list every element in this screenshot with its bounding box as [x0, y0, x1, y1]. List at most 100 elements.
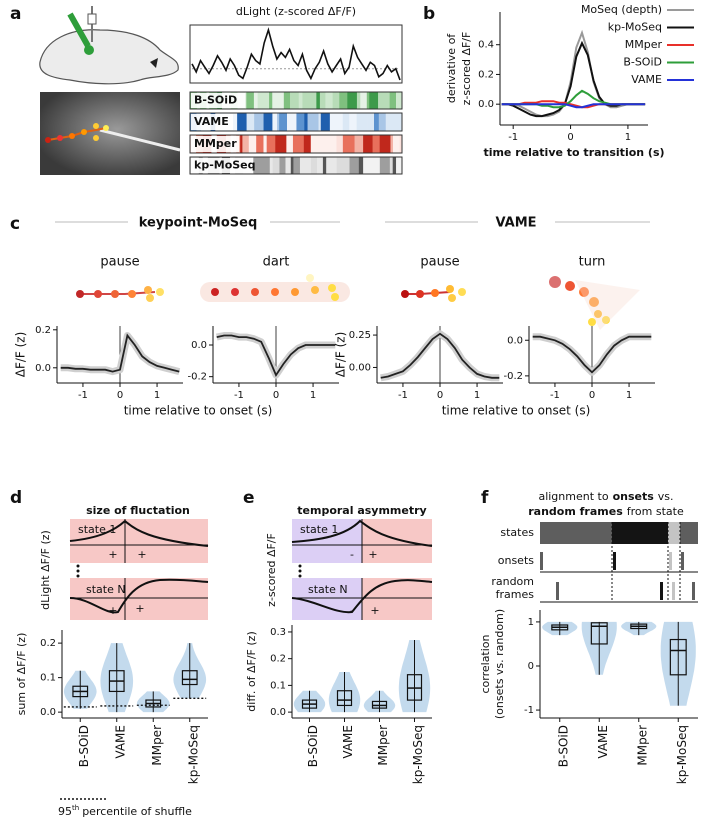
x-tick-label: MMper [635, 725, 649, 766]
ethogram-segment [269, 92, 273, 109]
ethogram-segment [319, 92, 326, 109]
x-tick-label: VAME [113, 725, 127, 759]
x-tick-label: 1 [474, 390, 480, 401]
ethogram-segment [336, 157, 345, 174]
ethogram-segment [272, 92, 285, 109]
ethogram-segment [290, 92, 300, 109]
ethogram-segment [374, 113, 380, 131]
legend-text: th [72, 804, 79, 812]
y-axis-label: diff. of ΔF/F (z) [245, 631, 258, 711]
ethogram-segment [378, 92, 390, 109]
legend-text: 95 [58, 805, 72, 818]
ethogram-frame [189, 134, 403, 154]
ethogram-segment [339, 92, 348, 109]
ethogram-segment [379, 135, 391, 153]
sign: + [135, 602, 144, 615]
x-tick-label: MMper [150, 725, 164, 766]
y-axis-label: derivative of [445, 33, 458, 103]
x-tick-label: -1 [234, 390, 244, 401]
ethogram-segment [302, 92, 310, 109]
x-tick-label: 0 [117, 390, 123, 401]
box [590, 622, 608, 645]
label-box [191, 93, 245, 108]
ethogram-segment [332, 92, 340, 109]
x-tick-label: VAME [596, 725, 610, 759]
ethogram-segment [246, 92, 255, 109]
ethogram-segment [374, 157, 381, 174]
y-axis-label: z-scored ΔF/F [460, 32, 473, 106]
schematic [540, 522, 698, 603]
ethogram-segment [396, 92, 403, 109]
legend-label: MMper [625, 38, 663, 51]
sign: + [370, 604, 379, 617]
ethogram-segment [358, 157, 364, 174]
y-axis-label: z-scored ΔF/F [265, 533, 278, 607]
label-box [191, 114, 233, 130]
group-title: VAME [495, 216, 536, 231]
x-tick-label: B-SOiD [306, 725, 320, 767]
row-label: onsets [498, 554, 535, 567]
sign: + [137, 548, 146, 561]
x-tick-label: 0 [273, 390, 279, 401]
state-label: state N [86, 583, 126, 596]
trace-title: dLight (z-scored ΔF/F) [236, 5, 356, 18]
row-label: frames [496, 588, 535, 601]
ethogram-segment [303, 135, 312, 153]
y-tick-label: 0.0 [40, 707, 56, 718]
x-tick-label: 1 [154, 390, 160, 401]
y-tick-label: -0.2 [187, 372, 207, 383]
y-tick-label: 0.0 [507, 335, 523, 346]
ethogram-segment [283, 92, 291, 109]
ethograms: B-SOiD VAME MMper kp-MoSeq [189, 91, 403, 175]
ethogram-segment [296, 113, 305, 131]
chart-title: pause [100, 255, 139, 270]
x-tick-label: -1 [550, 390, 560, 401]
ethogram-segment [257, 92, 270, 109]
legend-label: VAME [631, 73, 662, 86]
ethogram-segment [395, 113, 400, 131]
title-part: vs. [658, 490, 674, 503]
ethogram-frame [189, 112, 403, 132]
chart-title: dart [263, 255, 290, 270]
ethogram-segment [310, 135, 321, 153]
box [181, 670, 198, 686]
x-tick-label: VAME [341, 725, 355, 759]
ethogram-segment [318, 113, 322, 131]
ethogram-segment [246, 113, 255, 131]
x-tick-label: kp-MoSeq [186, 725, 200, 784]
x-tick-label: -1 [508, 132, 518, 143]
ethogram-segment [259, 113, 264, 131]
box [669, 638, 687, 676]
y-axis-label: (onsets vs. random) [493, 609, 506, 719]
y-tick-label: 0.1 [40, 673, 56, 684]
x-tick-label: 1 [625, 132, 631, 143]
state-label: state 1 [300, 523, 338, 536]
title-part: onsets [613, 490, 655, 503]
panel-title: temporal asymmetry [297, 504, 426, 517]
ethogram-segment [289, 113, 297, 131]
ethogram-segment [399, 113, 403, 131]
ethogram-segment [326, 157, 337, 174]
ethogram-segment [347, 92, 358, 109]
ethogram-segment [285, 157, 292, 174]
ethogram-segment [310, 157, 318, 174]
ethogram-segment [396, 157, 403, 174]
ethogram-segment [248, 135, 257, 153]
series-line [380, 332, 500, 379]
label-box [191, 136, 239, 152]
y-axis-label: ΔF/F (z) [14, 332, 28, 378]
ethogram-segment [286, 113, 291, 131]
ethogram-segment [360, 92, 368, 109]
legend-text: percentile of shuffle [82, 805, 192, 818]
ethogram-segment [342, 135, 355, 153]
y-tick-label: 0.1 [270, 680, 286, 691]
ethogram-segment [275, 135, 287, 153]
ethogram-segment [253, 92, 258, 109]
legend-label: MoSeq (depth) [581, 3, 662, 16]
ethogram-segment [354, 135, 364, 153]
y-tick-label: -1 [524, 705, 534, 716]
y-tick-label: 0.2 [35, 325, 51, 336]
ethogram-segment [363, 135, 373, 153]
x-tick-label: kp-MoSeq [675, 725, 689, 784]
